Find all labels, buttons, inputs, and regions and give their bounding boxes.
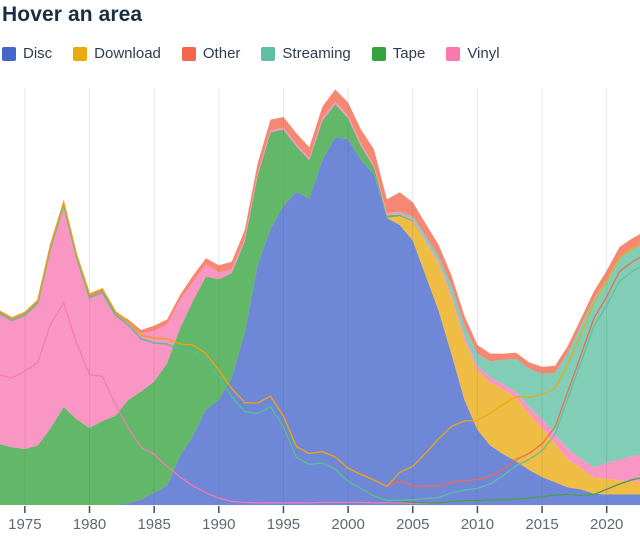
legend-label: Tape [392,45,426,62]
area-download[interactable] [0,137,640,506]
area-streaming[interactable] [0,101,640,468]
legend-item-tape[interactable]: Tape [371,45,426,62]
x-axis-tick-label: 2015 [525,516,558,533]
legend-item-download[interactable]: Download [73,45,161,62]
legend-item-vinyl[interactable]: Vinyl [446,45,500,62]
legend-label: Other [202,45,241,62]
x-axis-tick-label: 1975 [8,516,41,533]
legend-label: Streaming [282,45,351,62]
chart-title: Hover an area [2,3,143,26]
x-axis-tick-label: 1990 [202,516,235,533]
x-axis-tick-label: 1985 [137,516,170,533]
vinyl-swatch [446,46,461,61]
x-axis-tick-label: 2000 [331,516,364,533]
legend-item-streaming[interactable]: Streaming [261,45,351,62]
other-swatch [181,46,196,61]
x-axis-tick-label: 2020 [590,516,623,533]
disc-swatch [2,46,16,61]
x-axis-tick-label: 1995 [267,516,300,533]
legend-label: Disc [23,45,53,62]
download-swatch [73,46,88,61]
x-axis-tick-label: 1980 [73,516,106,533]
x-axis-tick-label: 2010 [461,516,494,533]
tape-swatch [371,46,386,61]
x-axis-tick-label: 2005 [396,516,429,533]
legend-item-other[interactable]: Other [181,45,241,62]
line-streaming [0,202,640,501]
legend-label: Vinyl [467,45,500,62]
area-tape[interactable] [0,104,640,505]
streaming-swatch [261,46,276,61]
line-download [0,199,640,488]
legend: Disc Download Other Streaming Tape Vinyl [2,45,500,62]
legend-label: Download [94,45,161,62]
legend-item-disc[interactable]: Disc [2,45,52,62]
area-disc[interactable] [0,137,640,506]
